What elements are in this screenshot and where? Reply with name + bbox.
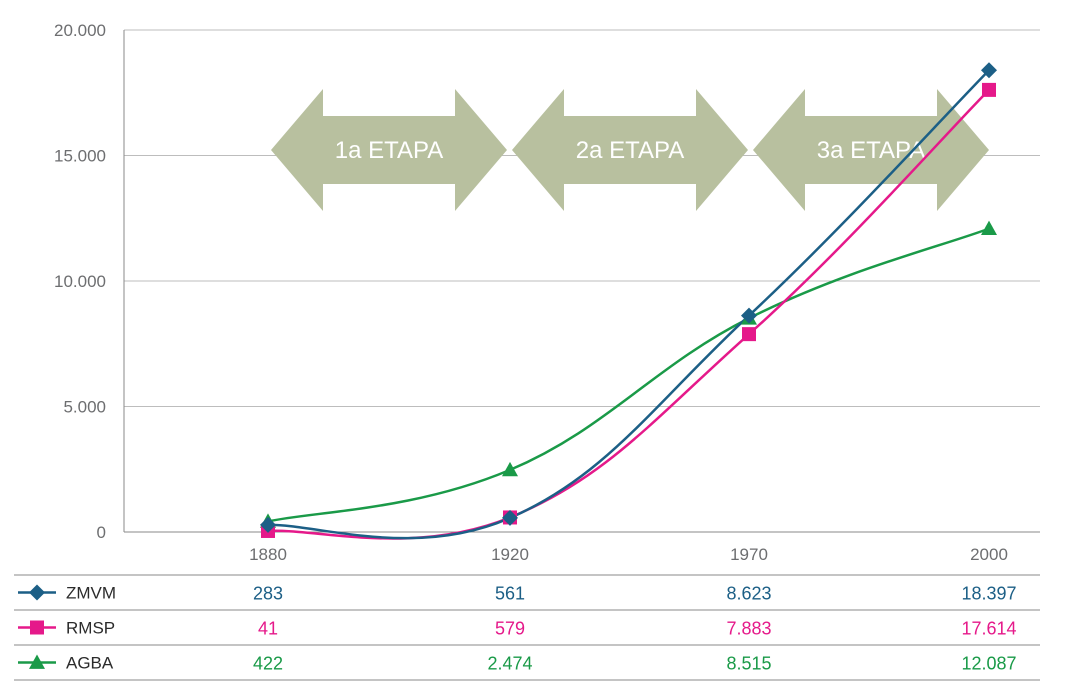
data-point-zmvm (260, 516, 276, 533)
table-cell: 579 (495, 619, 525, 639)
series-line-agba (267, 227, 990, 523)
stage-arrow (512, 89, 748, 211)
grid (123, 29, 1040, 533)
y-tick-label: 20.000 (54, 21, 106, 40)
legend-marker-rmsp (30, 620, 44, 635)
legend-label: RMSP (66, 619, 115, 638)
table-cell: 41 (258, 619, 278, 639)
y-axis: 0 5.000 10.000 15.000 20.000 (54, 21, 106, 542)
data-point-agba (981, 220, 997, 236)
series-line-zmvm (267, 69, 990, 540)
data-point-zmvm (502, 509, 518, 526)
table-cell: 17.614 (961, 619, 1016, 639)
y-tick-label: 0 (97, 523, 106, 542)
data-point-agba (502, 461, 518, 477)
legend-marker-zmvm (29, 584, 45, 601)
x-tick-label: 1920 (491, 545, 529, 564)
table-cell: 422 (253, 654, 283, 674)
series-markers (260, 62, 997, 538)
table-cell: 8.623 (726, 584, 771, 604)
stage-arrow (753, 89, 989, 211)
table-cell: 2.474 (487, 654, 532, 674)
legend-label: ZMVM (66, 584, 116, 603)
x-tick-label: 1970 (730, 545, 768, 564)
table-cell: 283 (253, 584, 283, 604)
stage-label: 3a ETAPA (817, 137, 926, 164)
x-tick-label: 2000 (970, 545, 1008, 564)
data-point-rmsp (982, 82, 996, 97)
legend-label: AGBA (66, 654, 114, 673)
x-axis: 1880 1920 1970 2000 (249, 545, 1008, 564)
y-tick-label: 15.000 (54, 147, 106, 166)
legend-marker-agba (29, 654, 45, 669)
data-point-zmvm (981, 62, 997, 79)
table-cell: 18.397 (961, 584, 1016, 604)
y-tick-label: 10.000 (54, 272, 106, 291)
y-tick-label: 5.000 (63, 398, 106, 417)
data-point-zmvm (741, 307, 757, 324)
data-point-rmsp (742, 327, 756, 342)
table-cell: 12.087 (961, 654, 1016, 674)
x-tick-label: 1880 (249, 545, 287, 564)
stage-arrows: 1a ETAPA 2a ETAPA 3a ETAPA (271, 89, 989, 211)
series-lines (267, 69, 990, 540)
stage-arrow (271, 89, 507, 211)
data-table: ZMVM 283 561 8.623 18.397 RMSP 41 579 7.883 17.61… (14, 574, 1040, 681)
stage-label: 1a ETAPA (335, 137, 444, 164)
table-cell: 7.883 (726, 619, 771, 639)
table-cell: 8.515 (726, 654, 771, 674)
table-cell: 561 (495, 584, 525, 604)
stage-label: 2a ETAPA (576, 137, 685, 164)
